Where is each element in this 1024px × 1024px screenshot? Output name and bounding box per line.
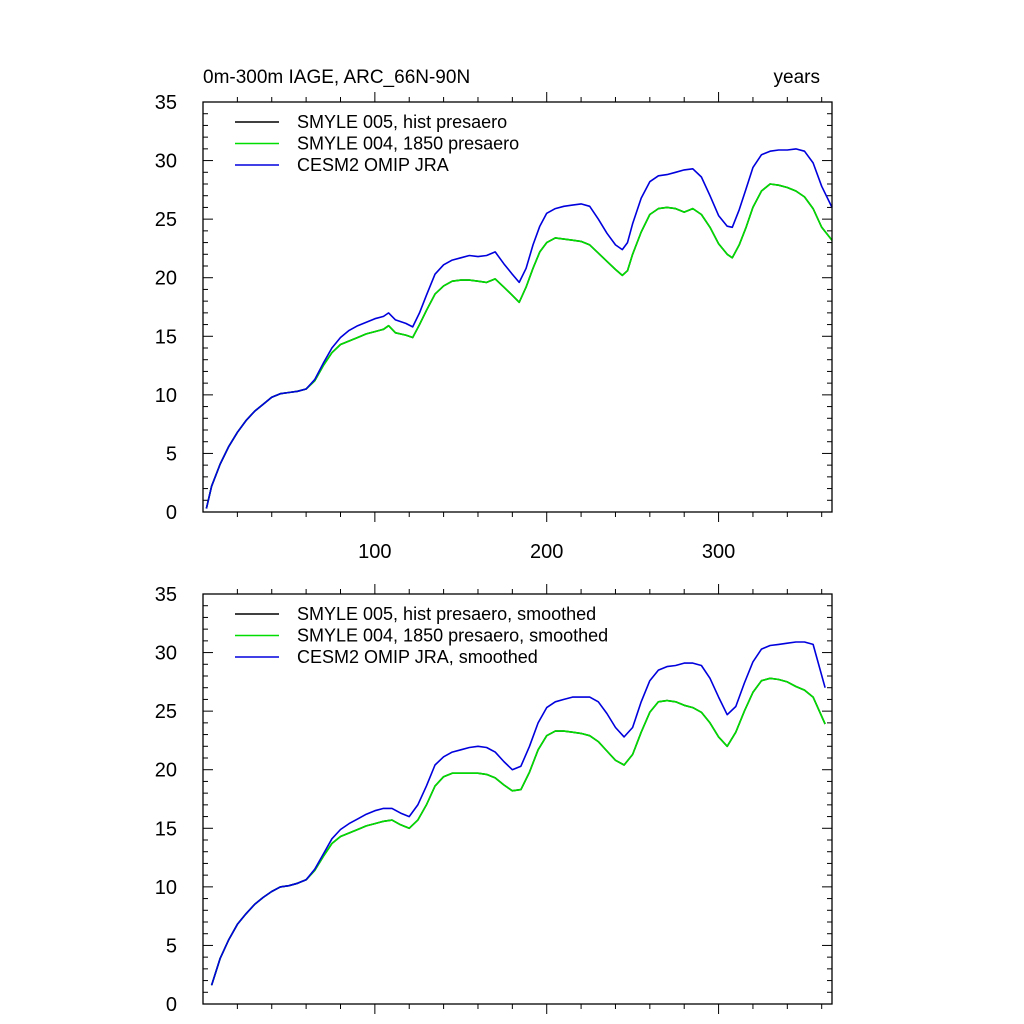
y-tick-label: 0 (166, 994, 177, 1016)
x-tick-label: 100 (358, 541, 391, 563)
legend-label-1: SMYLE 005, hist presaero, smoothed (297, 604, 596, 624)
series-line-2 (205, 183, 833, 509)
series-line-3 (210, 641, 826, 986)
y-tick-label: 0 (166, 502, 177, 524)
series-line-3 (205, 148, 833, 509)
y-tick-label: 25 (155, 701, 177, 723)
top-panel-lines (205, 148, 833, 509)
y-tick-label: 5 (166, 935, 177, 957)
legend-label-3: CESM2 OMIP JRA (297, 155, 449, 175)
bottom-panel-frame (202, 593, 833, 1005)
y-tick-label: 20 (155, 268, 177, 290)
top-panel-frame (202, 101, 833, 513)
y-tick-label: 10 (155, 877, 177, 899)
y-tick-label: 35 (155, 584, 177, 606)
legend-label-2: SMYLE 004, 1850 presaero, smoothed (297, 626, 608, 646)
y-tick-label: 15 (155, 326, 177, 348)
top-panel-y-tick-labels: 0 5 10 15 20 25 30 35 (155, 92, 177, 524)
legend-label-2: SMYLE 004, 1850 presaero (297, 134, 519, 154)
legend-label-3: CESM2 OMIP JRA, smoothed (297, 647, 538, 667)
y-tick-label: 30 (155, 151, 177, 173)
series-line-1 (210, 677, 826, 986)
y-tick-label: 30 (155, 643, 177, 665)
top-panel-ticks (203, 92, 832, 522)
bottom-panel: 0 5 10 15 20 25 30 35 SMYLE 005, hist presaero,… (155, 584, 833, 1016)
bottom-panel-lines (210, 641, 826, 986)
top-panel: 0m-300m IAGE, ARC_66N-90N years 0 5 10 15 20… (155, 67, 833, 563)
top-panel-title: 0m-300m IAGE, ARC_66N-90N (203, 67, 470, 88)
y-tick-label: 20 (155, 760, 177, 782)
y-tick-label: 15 (155, 818, 177, 840)
top-panel-x-tick-labels: 100 200 300 (358, 541, 735, 563)
x-tick-label: 200 (530, 541, 563, 563)
x-tick-label: 300 (702, 541, 735, 563)
y-tick-label: 5 (166, 443, 177, 465)
bottom-panel-y-tick-labels: 0 5 10 15 20 25 30 35 (155, 584, 177, 1016)
bottom-panel-legend: SMYLE 005, hist presaero, smoothedSMYLE … (235, 604, 608, 667)
top-panel-units: years (774, 67, 820, 88)
y-tick-label: 35 (155, 92, 177, 114)
y-tick-label: 25 (155, 209, 177, 231)
series-line-1 (205, 183, 833, 509)
series-line-2 (210, 677, 826, 986)
legend-label-1: SMYLE 005, hist presaero (297, 112, 507, 132)
y-tick-label: 10 (155, 385, 177, 407)
bottom-panel-ticks (203, 584, 832, 1014)
